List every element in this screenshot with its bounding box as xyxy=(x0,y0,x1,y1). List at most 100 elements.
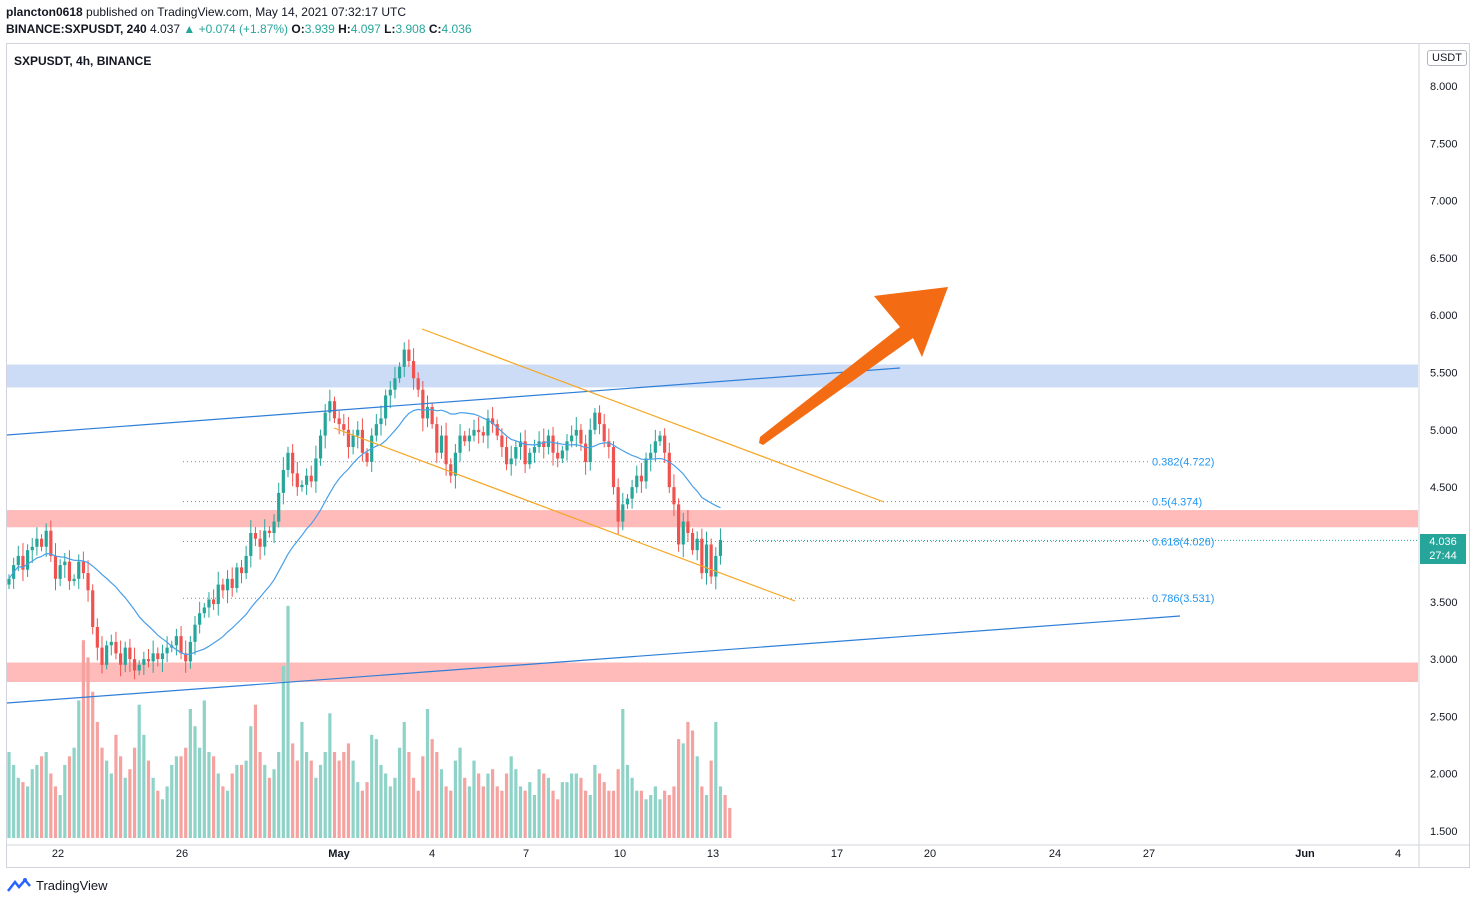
volume-bar xyxy=(435,752,439,838)
volume-bar xyxy=(611,790,616,838)
candle-body xyxy=(616,487,620,522)
candle-body xyxy=(291,452,295,474)
volume-bar xyxy=(658,799,662,838)
candle-body xyxy=(639,475,643,482)
volume-bar xyxy=(528,782,532,838)
volume-bar xyxy=(481,786,485,838)
candle-body xyxy=(230,578,234,589)
volume-bar xyxy=(718,786,723,838)
candle-body xyxy=(193,624,197,642)
volume-bar xyxy=(667,795,671,838)
candle-body xyxy=(574,429,578,436)
volume-bar xyxy=(467,786,471,838)
volume-bar xyxy=(123,777,127,838)
candle-body xyxy=(560,450,564,459)
candle-body xyxy=(402,349,406,367)
volume-bar xyxy=(621,709,625,838)
volume-bar xyxy=(342,752,346,838)
y-tick-label: 2.000 xyxy=(1430,769,1458,781)
volume-bar xyxy=(393,777,397,838)
volume-bar xyxy=(128,769,132,838)
candle-body xyxy=(388,389,392,396)
volume-bar xyxy=(695,756,699,838)
volume-bar xyxy=(565,782,569,838)
candle-body xyxy=(109,641,113,646)
last-price-tag-value: 4.036 xyxy=(1429,536,1457,548)
volume-bar xyxy=(207,752,211,838)
tradingview-footer[interactable]: TradingView xyxy=(6,877,108,893)
publisher-name[interactable]: plancton0618 xyxy=(6,5,83,19)
volume-bar xyxy=(370,734,374,838)
close-value: 4.036 xyxy=(441,22,472,36)
volume-bar xyxy=(625,764,630,838)
x-tick-label: 13 xyxy=(707,848,719,860)
candle-body xyxy=(360,429,364,453)
volume-bar xyxy=(607,790,611,838)
candle-body xyxy=(100,647,104,665)
candle-body xyxy=(128,647,132,660)
candle-body xyxy=(411,361,416,379)
volume-bar xyxy=(323,752,327,838)
fib-label: 0.382(4.722) xyxy=(1152,457,1214,469)
candle-body xyxy=(588,429,592,462)
volume-bar xyxy=(723,795,727,838)
candle-body xyxy=(472,429,476,436)
candle-body xyxy=(463,435,467,442)
candle-body xyxy=(509,458,513,465)
volume-bar xyxy=(100,747,104,838)
candle-body xyxy=(607,441,611,448)
candle-body xyxy=(486,418,490,436)
volume-bar xyxy=(384,773,388,838)
candle-body xyxy=(374,424,378,436)
candle-body xyxy=(635,475,639,488)
candle-body xyxy=(593,412,597,430)
open-label: O: xyxy=(291,22,305,36)
candle-body xyxy=(114,641,118,654)
volume-bar xyxy=(584,790,588,838)
candle-body xyxy=(235,567,239,589)
volume-bar xyxy=(286,605,290,838)
x-tick-label: 4 xyxy=(1395,848,1401,860)
candle-body xyxy=(72,578,76,582)
candle-body xyxy=(81,561,85,574)
volume-bar xyxy=(202,700,206,838)
volume-bar xyxy=(379,764,383,838)
y-tick-label: 2.500 xyxy=(1430,711,1458,723)
candle-body xyxy=(449,464,453,476)
volume-bar xyxy=(72,747,76,838)
lower-trendline xyxy=(6,615,1181,704)
volume-bar xyxy=(677,739,681,838)
volume-bar xyxy=(77,700,81,838)
x-tick-label: 27 xyxy=(1143,848,1155,860)
volume-bar xyxy=(16,777,20,838)
candle-body xyxy=(584,443,588,462)
volume-bar xyxy=(230,773,234,838)
volume-bar xyxy=(305,752,309,838)
candle-body xyxy=(602,424,606,442)
candle-body xyxy=(356,429,360,436)
volume-bar xyxy=(653,786,657,838)
candle-body xyxy=(686,521,690,533)
candle-body xyxy=(458,435,462,453)
candle-body xyxy=(491,418,495,425)
currency-button[interactable]: USDT xyxy=(1427,50,1467,66)
volume-bar xyxy=(277,752,281,838)
ohlc-line: BINANCE:SXPUSDT, 240 4.037 ▲ +0.074 (+1.… xyxy=(6,22,472,36)
volume-bar xyxy=(249,726,253,838)
volume-bar xyxy=(198,747,202,838)
volume-bar xyxy=(439,769,444,838)
volume-bar xyxy=(267,777,271,838)
volume-bar xyxy=(39,756,44,838)
volume-bar xyxy=(49,773,53,838)
volume-bar xyxy=(26,786,30,838)
candle-body xyxy=(286,452,290,470)
volume-bar xyxy=(258,752,262,838)
volume-bar xyxy=(188,709,192,838)
candle-body xyxy=(142,659,146,665)
y-tick-label: 3.500 xyxy=(1430,597,1458,609)
candle-body xyxy=(644,458,648,482)
volume-bar xyxy=(53,786,58,838)
volume-bar xyxy=(700,786,704,838)
volume-bar xyxy=(346,743,351,838)
